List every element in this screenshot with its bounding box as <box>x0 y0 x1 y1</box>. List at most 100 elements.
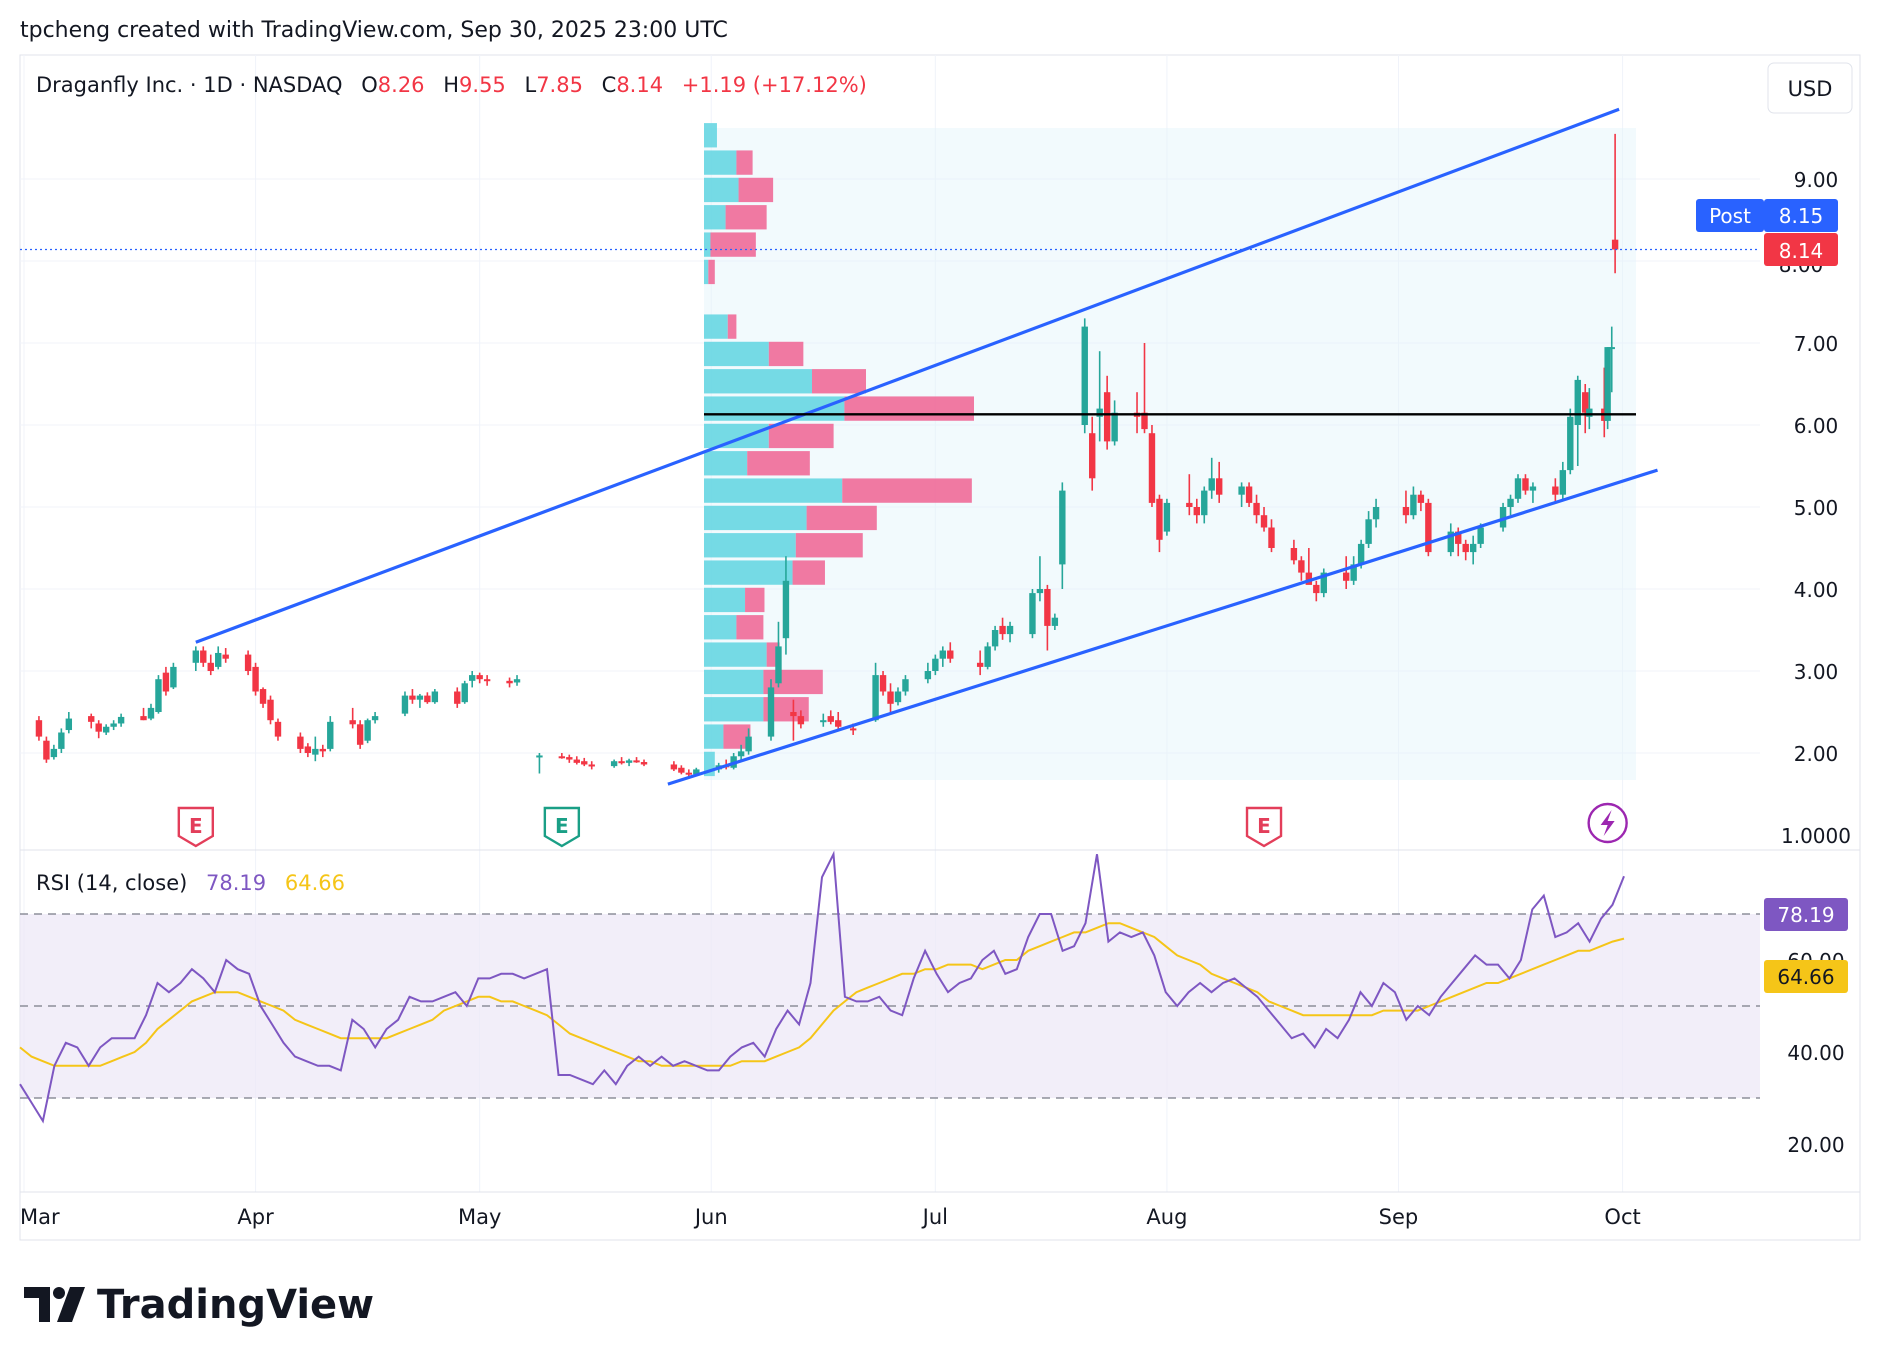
volume-profile-bar-down <box>708 259 715 285</box>
candle <box>1469 535 1477 565</box>
earnings-marker[interactable]: E <box>177 806 215 848</box>
candle <box>939 646 947 667</box>
candle <box>469 671 476 688</box>
trend-drawings[interactable] <box>20 107 1760 786</box>
candle <box>102 724 110 735</box>
candle <box>88 713 95 729</box>
candle <box>513 675 521 686</box>
volume-profile-bar-up <box>704 150 737 175</box>
time-tick-label: Oct <box>1604 1205 1640 1229</box>
candle <box>244 650 252 676</box>
volume-profile-bar-up <box>704 423 769 449</box>
rsi-legend[interactable]: RSI (14, close) 78.19 64.66 <box>36 871 345 895</box>
rsi-ma-tag: 64.66 <box>1764 960 1848 993</box>
price-axis[interactable]: 9.007.006.005.004.003.002.001.00008.00 <box>1779 168 1851 848</box>
symbol-legend[interactable]: Draganfly Inc. · 1D · NASDAQ O8.26 H9.55… <box>36 73 867 97</box>
candle <box>976 650 984 676</box>
volume-profile-bar-up <box>704 724 724 749</box>
candle <box>1365 511 1372 548</box>
earnings-marker[interactable]: E <box>1245 806 1283 848</box>
volume-profile-bar-up <box>704 615 737 640</box>
candle <box>633 757 640 763</box>
tradingview-logo-icon <box>24 1287 85 1322</box>
volume-profile-bar-down <box>812 369 866 394</box>
tradingview-logo[interactable]: TradingView <box>24 1282 374 1328</box>
earnings-marker[interactable]: E <box>543 806 581 848</box>
currency-button[interactable] <box>1767 62 1853 114</box>
candle <box>1410 486 1417 520</box>
candle <box>573 756 580 765</box>
candle <box>267 695 274 725</box>
volume-profile-bar-up <box>704 505 807 531</box>
rsi-ma-value: 64.66 <box>285 871 345 895</box>
volume-profile-bar-down <box>725 205 767 230</box>
time-tick-label: Apr <box>237 1205 274 1229</box>
low-label: L <box>524 73 536 97</box>
time-axis[interactable]: Mar Apr May Jun Jul Aug Sep Oct <box>20 1205 1641 1229</box>
candle <box>1193 498 1200 524</box>
candle <box>1238 482 1245 507</box>
volume-profile-bar-up <box>704 177 739 203</box>
channel-lower-line[interactable] <box>667 468 1659 786</box>
candle <box>207 654 214 676</box>
candle <box>483 675 491 686</box>
high-value: 9.55 <box>459 73 506 97</box>
price-tick-label: 3.00 <box>1794 660 1839 684</box>
tradingview-brand: TradingView <box>97 1282 374 1328</box>
candle <box>737 744 745 762</box>
candle <box>1507 494 1514 516</box>
candle <box>790 699 797 741</box>
candle <box>1111 400 1118 446</box>
candle <box>984 642 991 670</box>
time-tick-label: Sep <box>1379 1205 1419 1229</box>
candle <box>835 712 842 731</box>
candle <box>371 712 379 724</box>
candle <box>767 679 775 741</box>
candle <box>1350 556 1357 585</box>
channel-upper-line[interactable] <box>195 107 1620 644</box>
volume-profile-bar-down <box>806 505 877 531</box>
volume-profile-bar-down <box>842 478 972 503</box>
high-label: H <box>443 73 459 97</box>
candle <box>872 662 879 722</box>
price-tick-label: 7.00 <box>1794 332 1839 356</box>
volume-profile-bar-up <box>704 341 769 367</box>
volume-profile-bar-up <box>704 697 764 722</box>
price-tick-label: 9.00 <box>1794 168 1839 192</box>
volume-profile-bar-down <box>768 423 834 449</box>
candle <box>581 757 588 767</box>
volume-profile-bar-up <box>704 478 843 503</box>
candle <box>170 662 177 690</box>
earnings-marker-label: E <box>1257 814 1271 838</box>
time-tick-label: Aug <box>1146 1205 1187 1229</box>
rsi-tag-value: 78.19 <box>1777 903 1834 927</box>
rsi-label: RSI (14, close) <box>36 871 187 895</box>
candle <box>312 736 319 762</box>
candle <box>820 713 827 727</box>
volume-profile-bar-up <box>704 369 812 394</box>
candle <box>775 621 782 688</box>
chart-frame <box>19 54 1861 1241</box>
last-price: 8.14 <box>1779 239 1824 263</box>
low-value: 7.85 <box>536 73 583 97</box>
volume-profile-bar-up <box>704 259 709 285</box>
candle <box>1522 474 1529 495</box>
candle <box>155 675 162 714</box>
time-tick-label: May <box>458 1205 501 1229</box>
split-marker[interactable] <box>1587 802 1628 844</box>
candle <box>506 677 513 688</box>
earnings-marker-label: E <box>189 814 203 838</box>
candle <box>222 648 229 663</box>
candle <box>252 662 259 696</box>
candle <box>1529 482 1537 503</box>
candle <box>1156 494 1163 553</box>
volume-profile-bar-up <box>704 314 728 339</box>
candle <box>1036 556 1044 602</box>
candle <box>1298 556 1305 581</box>
candle <box>1499 502 1507 532</box>
candle <box>827 710 834 725</box>
candle <box>215 646 222 670</box>
rsi-value-tag: 78.19 <box>1764 898 1848 931</box>
candle <box>147 703 155 721</box>
